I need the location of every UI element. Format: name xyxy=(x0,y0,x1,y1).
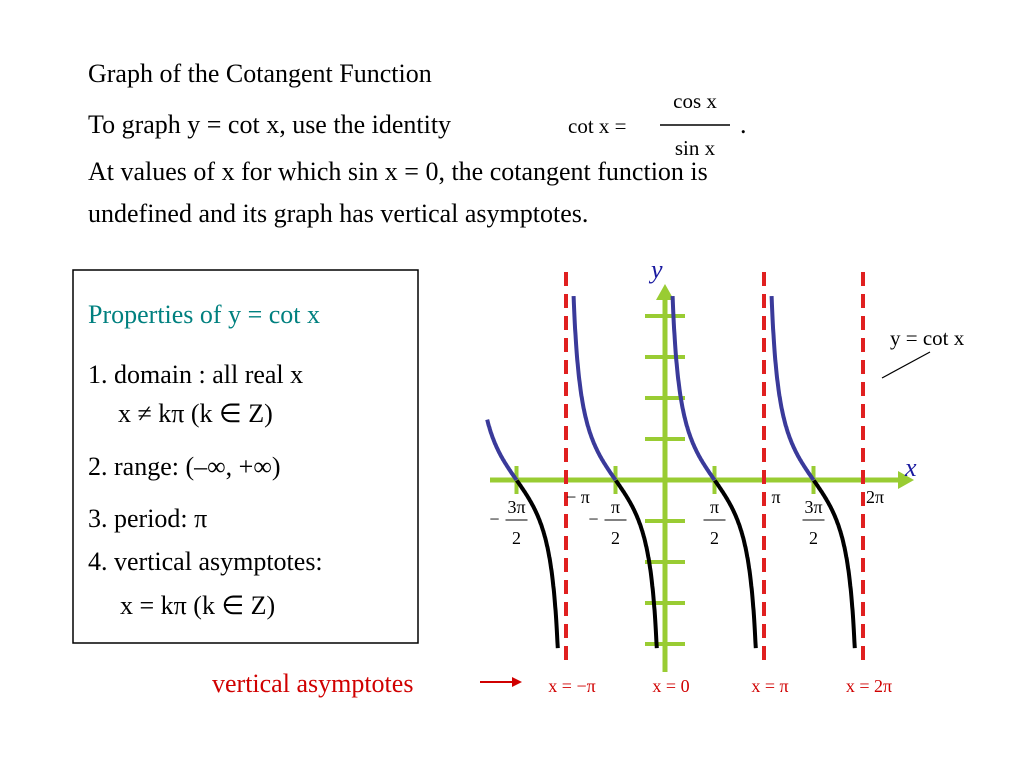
x-tick-den: 2 xyxy=(512,528,521,548)
curve-label-pointer xyxy=(881,351,931,379)
x-tick-label: − π xyxy=(566,487,590,507)
asymptote-caption: vertical asymptotes xyxy=(212,669,413,698)
identity-denominator: sin x xyxy=(675,136,716,160)
x-tick-den: 2 xyxy=(611,528,620,548)
graph xyxy=(485,272,914,672)
asymptote-label: x = π xyxy=(751,676,788,696)
y-axis-label: y xyxy=(648,255,663,284)
identity-lhs: cot x = xyxy=(568,114,627,138)
curve-negative xyxy=(515,479,560,649)
properties-box xyxy=(72,269,419,644)
x-axis-label: x xyxy=(904,453,917,482)
identity-numerator: cos x xyxy=(673,89,717,113)
asymptote-label: x = 0 xyxy=(652,676,689,696)
curve-negative xyxy=(713,479,758,649)
intro: To graph y = cot x, use the identity xyxy=(88,110,451,139)
curve-positive xyxy=(769,296,816,482)
curve-positive xyxy=(670,296,717,482)
y-axis-arrow xyxy=(656,284,674,300)
properties-heading: Properties of y = cot x xyxy=(88,300,320,329)
curve-label: y = cot x xyxy=(890,326,965,350)
x-tick-den: 2 xyxy=(710,528,719,548)
curve-positive xyxy=(571,296,618,482)
caption-arrowhead xyxy=(512,677,522,687)
x-tick-label: π xyxy=(771,487,780,507)
curve-negative xyxy=(614,479,659,649)
curve-positive xyxy=(485,419,519,482)
x-tick-num: π xyxy=(710,497,719,517)
x-tick-num: π xyxy=(611,497,620,517)
asymptote-label: x = −π xyxy=(548,676,595,696)
x-axis-arrow xyxy=(898,471,914,489)
x-tick-num: 3π xyxy=(804,497,822,517)
x-tick-sign: − xyxy=(489,509,499,529)
property: 2. range: (–∞, +∞) xyxy=(88,452,281,481)
identity-end: . xyxy=(740,110,747,139)
text-line: At values of x for which sin x = 0, the … xyxy=(88,157,708,186)
x-tick-label: 2π xyxy=(866,487,884,507)
property: 3. period: π xyxy=(88,504,207,533)
x-tick-num: 3π xyxy=(507,497,525,517)
x-tick-den: 2 xyxy=(809,528,818,548)
property: 1. domain : all real x xyxy=(88,360,303,389)
title: Graph of the Cotangent Function xyxy=(88,59,432,88)
asymptote-label: x = 2π xyxy=(846,676,892,696)
x-tick-sign: − xyxy=(588,509,598,529)
text-line: undefined and its graph has vertical asy… xyxy=(88,199,588,228)
property: x ≠ kπ (k ∈ Z) xyxy=(118,399,273,428)
property: 4. vertical asymptotes: xyxy=(88,547,323,576)
curve-negative xyxy=(812,479,857,649)
property: x = kπ (k ∈ Z) xyxy=(120,591,275,620)
